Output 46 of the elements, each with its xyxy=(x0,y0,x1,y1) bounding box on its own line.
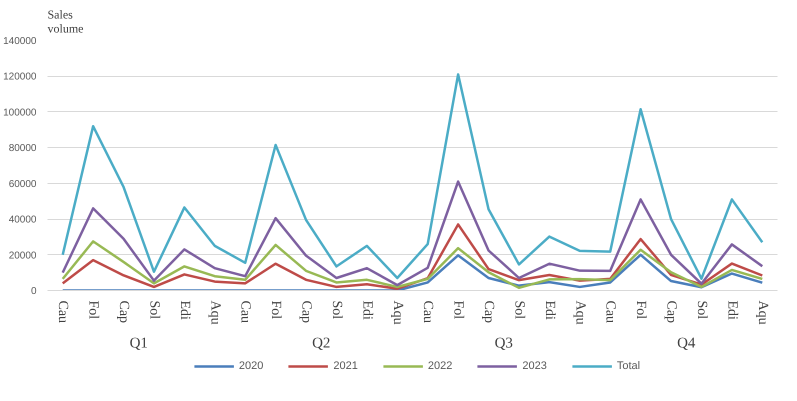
line-series xyxy=(61,240,764,290)
legend-label: Total xyxy=(616,360,640,372)
y-tick-label: 80000 xyxy=(8,143,37,154)
y-tick-label: 100000 xyxy=(3,107,37,118)
x-tick-label: Cau xyxy=(602,300,618,324)
y-tick-label: 20000 xyxy=(8,250,37,262)
x-tick-label: Sol xyxy=(328,300,344,320)
y-tick-label: 40000 xyxy=(8,214,37,226)
x-tick-label: Cap xyxy=(481,300,496,324)
text: Q3 xyxy=(494,336,513,352)
x-tick-label: Edi xyxy=(724,300,740,320)
x-tick-label: Cap xyxy=(664,300,679,324)
line-series xyxy=(61,180,764,286)
x-tick-label: Fol xyxy=(633,300,648,320)
y-tick-label: 120000 xyxy=(3,72,37,83)
x-tick-label: Cau xyxy=(420,300,436,324)
x-tick-label: Aqu xyxy=(572,300,588,325)
x-tick-label: Fol xyxy=(450,300,466,320)
x-tick-label: Cap xyxy=(298,300,314,324)
y-axis-title: Sales volume xyxy=(48,8,84,36)
x-tick-label: Cau xyxy=(55,300,70,324)
x-tick-label: Aqu xyxy=(390,300,405,325)
x-tick-label: Fol xyxy=(86,300,101,320)
y-tick-label: 0 xyxy=(30,286,37,297)
line-series xyxy=(61,254,764,290)
text: Q2 xyxy=(312,336,330,352)
x-tick-label: Aqu xyxy=(207,300,222,325)
text: Q1 xyxy=(130,336,148,352)
line-series xyxy=(61,73,764,280)
x-tick-label: Edi xyxy=(359,300,374,320)
x-tick-label: Cap xyxy=(116,300,132,324)
x-tick-label: Edi xyxy=(542,300,557,320)
x-tick-label: Cau xyxy=(238,300,253,324)
legend-label: 2021 xyxy=(333,360,358,372)
x-tick-label: Fol xyxy=(268,300,284,320)
x-tick-label: Sol xyxy=(694,300,709,320)
x-tick-label: Edi xyxy=(176,300,192,320)
x-tick-label: Sol xyxy=(511,300,526,320)
y-tick-label: 60000 xyxy=(8,178,37,190)
y-tick-label: 140000 xyxy=(3,36,37,47)
text: Q4 xyxy=(677,336,696,352)
x-tick-label: Sol xyxy=(146,300,162,320)
legend-label: 2023 xyxy=(522,360,547,372)
legend-label: 2022 xyxy=(428,360,452,372)
x-tick-label: Aqu xyxy=(754,300,770,325)
legend-label: 2020 xyxy=(238,360,264,372)
